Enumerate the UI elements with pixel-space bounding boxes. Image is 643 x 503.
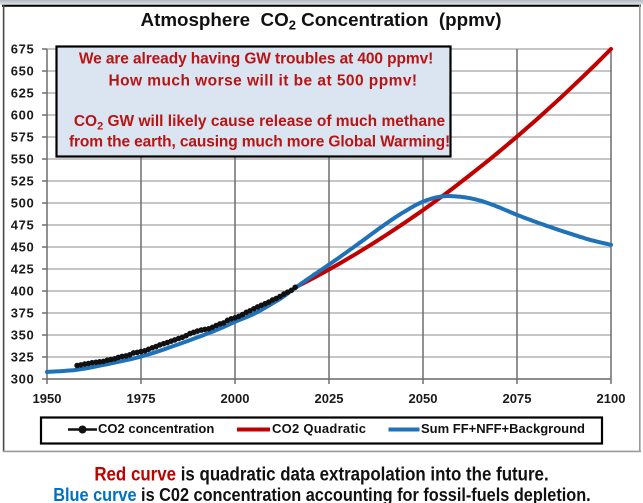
svg-text:400: 400: [11, 284, 35, 299]
svg-text:500: 500: [11, 196, 35, 211]
svg-text:550: 550: [11, 152, 35, 167]
svg-text:1975: 1975: [127, 391, 156, 406]
svg-text:300: 300: [11, 372, 35, 387]
svg-text:How much worse will it be at 5: How much worse will it be at 500 ppmv!: [108, 73, 417, 90]
svg-text:2075: 2075: [503, 391, 532, 406]
svg-text:675: 675: [11, 42, 35, 57]
svg-text:Blue curve is C02 concentratio: Blue curve is C02 concentration accounti…: [53, 484, 590, 503]
svg-text:2100: 2100: [597, 391, 626, 406]
svg-text:600: 600: [11, 108, 35, 123]
svg-text:625: 625: [11, 86, 35, 101]
svg-text:Red curve is quadratic data ex: Red curve is quadratic data extrapolatio…: [94, 463, 548, 484]
svg-text:Sum FF+NFF+Background: Sum FF+NFF+Background: [421, 421, 585, 436]
svg-text:450: 450: [11, 240, 35, 255]
svg-text:Atmosphere CO2 Concentration: Atmosphere CO2 Concentration (ppmv): [141, 9, 502, 33]
svg-text:2025: 2025: [315, 391, 344, 406]
svg-text:CO2 concentration: CO2 concentration: [98, 421, 214, 436]
svg-text:2050: 2050: [409, 391, 438, 406]
svg-text:325: 325: [11, 350, 35, 365]
svg-text:350: 350: [11, 328, 35, 343]
svg-text:We are already having GW troub: We are already having GW troubles at 400…: [79, 51, 433, 68]
svg-text:1950: 1950: [33, 391, 62, 406]
svg-text:2000: 2000: [221, 391, 250, 406]
svg-text:525: 525: [11, 174, 35, 189]
svg-text:475: 475: [11, 218, 35, 233]
svg-text:from the earth, causing much m: from the earth, causing much more Global…: [69, 134, 450, 151]
svg-text:425: 425: [11, 262, 35, 277]
svg-text:375: 375: [11, 306, 35, 321]
svg-text:CO2 Quadratic: CO2 Quadratic: [272, 421, 366, 436]
svg-text:650: 650: [11, 64, 35, 79]
svg-text:CO2 GW will likely cause relea: CO2 GW will likely cause release of much…: [74, 113, 446, 133]
svg-text:575: 575: [11, 130, 35, 145]
